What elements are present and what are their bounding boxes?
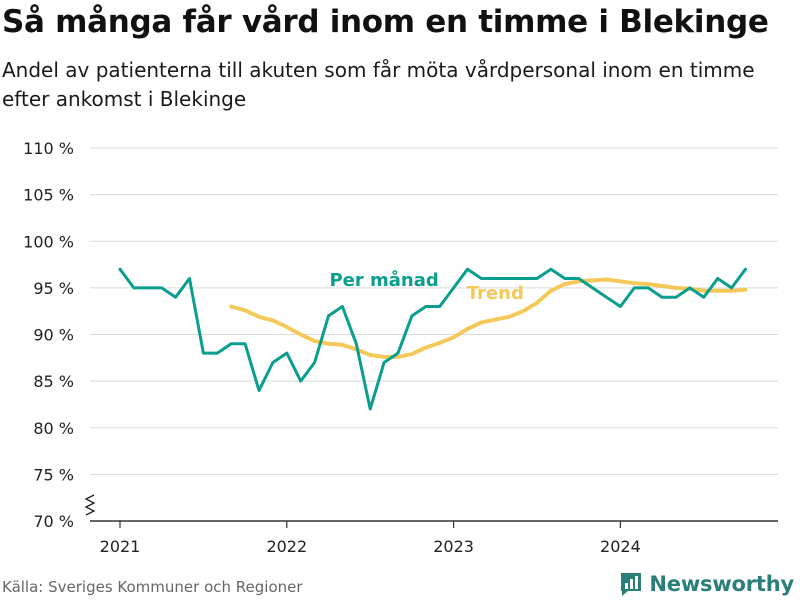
y-tick-label: 95 % bbox=[33, 279, 74, 298]
y-tick-label: 110 % bbox=[23, 139, 74, 158]
x-tick-label: 2023 bbox=[433, 537, 474, 556]
y-tick-label: 105 % bbox=[23, 186, 74, 205]
series-label: Trend bbox=[467, 283, 524, 304]
y-tick-label: 75 % bbox=[33, 465, 74, 484]
y-tick-label: 85 % bbox=[33, 372, 74, 391]
brand-logo: Newsworthy bbox=[619, 570, 794, 598]
axis-break-icon bbox=[84, 494, 96, 516]
series-labels: Per månad Trend bbox=[329, 269, 523, 304]
y-tick-label: 70 % bbox=[33, 512, 74, 531]
x-tick-label: 2021 bbox=[100, 537, 141, 556]
chart-title: Så många får vård inom en timme i Blekin… bbox=[2, 4, 769, 40]
y-tick-label: 90 % bbox=[33, 326, 74, 345]
series-line-trend bbox=[229, 277, 748, 359]
gridlines bbox=[90, 147, 778, 475]
line-chart: 70 %75 %80 %85 %90 %95 %100 %105 %110 % … bbox=[23, 139, 778, 556]
source-note: Källa: Sveriges Kommuner och Regioner bbox=[2, 578, 303, 596]
chart-subtitle: Andel av patienterna till akuten som får… bbox=[2, 58, 755, 111]
x-tick-label: 2024 bbox=[600, 537, 641, 556]
x-axis: 2021 2022 2023 2024 bbox=[84, 494, 778, 556]
brand-name: Newsworthy bbox=[649, 572, 794, 596]
series-line-per-month bbox=[118, 267, 747, 411]
x-tick-label: 2022 bbox=[266, 537, 307, 556]
y-axis-ticks: 70 % 75 % 80 % 85 % 90 % 95 % 100 % 105 % 110 % bbox=[23, 139, 74, 531]
y-tick-label: 80 % bbox=[33, 419, 74, 438]
newsworthy-logo-icon bbox=[621, 573, 642, 596]
series-label: Per månad bbox=[329, 269, 438, 291]
series-lines bbox=[118, 267, 748, 411]
y-tick-label: 100 % bbox=[23, 232, 74, 251]
